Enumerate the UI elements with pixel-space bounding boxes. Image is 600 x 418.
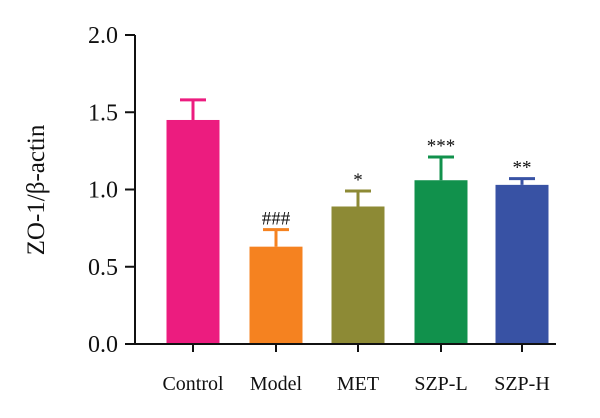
y-tick-label: 0.0 — [88, 332, 118, 358]
y-tick-label: 1.5 — [88, 100, 118, 126]
x-tick-label: MET — [337, 373, 379, 395]
y-tick-label: 1.0 — [88, 178, 118, 204]
bar-szp-h — [495, 184, 549, 344]
significance-label: ### — [262, 209, 291, 230]
y-tick-label: 0.5 — [88, 255, 118, 281]
bar-control — [166, 119, 220, 344]
x-tick-label: SZP-H — [494, 373, 550, 395]
significance-label: *** — [427, 136, 456, 157]
bar-model — [249, 246, 303, 344]
significance-label: ** — [513, 158, 532, 179]
bar-met — [331, 206, 385, 344]
y-tick-label: 2.0 — [88, 23, 118, 49]
x-tick-label: Model — [250, 373, 303, 395]
significance-label: * — [353, 170, 363, 191]
bar-szp-l — [414, 180, 468, 344]
y-axis-label: ZO-1/β-actin — [23, 124, 50, 255]
x-tick-label: Control — [162, 373, 224, 395]
x-tick-label: SZP-L — [414, 373, 467, 395]
